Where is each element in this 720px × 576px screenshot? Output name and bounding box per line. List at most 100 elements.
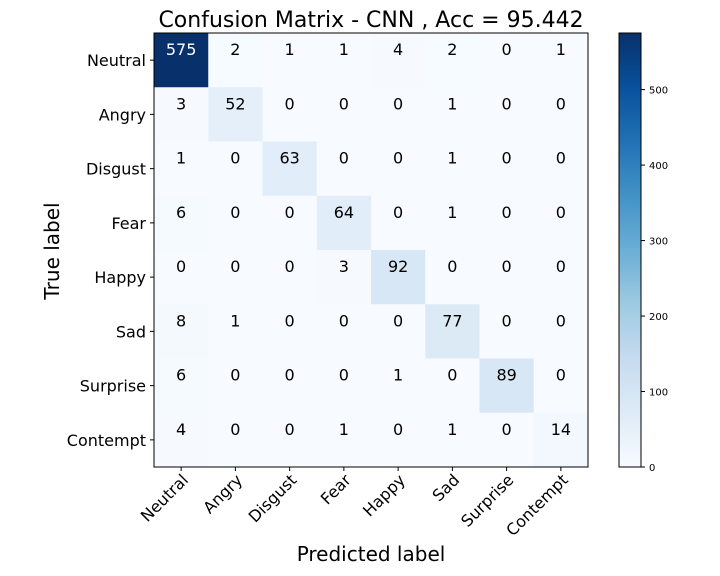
- cell-value-label: 6: [176, 203, 186, 222]
- matrix-cell: [154, 412, 209, 468]
- cell-value-label: 8: [176, 311, 186, 330]
- cell-value-label: 89: [496, 366, 516, 385]
- cell-value-label: 0: [393, 94, 403, 113]
- matrix-cell: [479, 412, 535, 468]
- y-tick-label: Contempt: [67, 431, 146, 450]
- colorbar-tick-label: 400: [649, 161, 668, 172]
- matrix-cell: [425, 304, 480, 359]
- cell-value-label: 77: [442, 311, 462, 330]
- matrix-cell: [208, 87, 263, 142]
- cell-value-label: 3: [339, 257, 349, 276]
- y-axis-label: True label: [40, 202, 64, 300]
- cell-value-label: 0: [502, 149, 512, 168]
- cell-value-label: 0: [556, 203, 566, 222]
- plot-frame: [153, 32, 589, 468]
- matrix-cell: [316, 358, 372, 414]
- matrix-cell: [425, 195, 480, 251]
- matrix-cell: [533, 87, 589, 142]
- matrix-cell: [208, 33, 263, 88]
- matrix-cell: [154, 250, 209, 305]
- matrix-cell: [316, 87, 372, 142]
- matrix-cell: [262, 250, 318, 305]
- matrix-cell: [316, 412, 372, 468]
- matrix-cell: [425, 412, 480, 468]
- cell-value-label: 0: [285, 94, 295, 113]
- matrix-cell: [262, 358, 318, 414]
- matrix-cell: [208, 358, 263, 414]
- y-tick-label: Surprise: [80, 377, 146, 396]
- matrix-cell: [533, 33, 589, 88]
- matrix-cell: [154, 304, 209, 359]
- matrix-cell: [154, 141, 209, 197]
- cell-value-label: 63: [279, 149, 299, 168]
- cell-value-label: 0: [285, 366, 295, 385]
- matrix-cell: [371, 304, 426, 359]
- y-tick-label: Fear: [111, 214, 146, 233]
- cell-value-label: 575: [166, 40, 197, 59]
- matrix-cell: [479, 141, 535, 197]
- matrix-cell: [533, 195, 589, 251]
- cell-value-label: 0: [393, 203, 403, 222]
- cell-value-label: 0: [176, 257, 186, 276]
- cell-value-label: 6: [176, 366, 186, 385]
- matrix-cell: [425, 250, 480, 305]
- cell-value-label: 0: [502, 257, 512, 276]
- cell-value-label: 0: [339, 366, 349, 385]
- cell-value-label: 0: [285, 420, 295, 439]
- matrix-cell: [316, 141, 372, 197]
- cell-value-label: 0: [285, 257, 295, 276]
- matrix-cell: [316, 304, 372, 359]
- cell-value-label: 0: [393, 311, 403, 330]
- matrix-cell: [425, 33, 480, 88]
- x-tick-label: Disgust: [245, 470, 301, 526]
- matrix-cell: [208, 141, 263, 197]
- cell-value-label: 0: [556, 149, 566, 168]
- cell-value-label: 0: [339, 94, 349, 113]
- matrix-cell: [262, 33, 318, 88]
- y-tick-label: Happy: [94, 268, 146, 287]
- cell-value-label: 1: [447, 94, 457, 113]
- cell-value-label: 1: [339, 40, 349, 59]
- matrix-cell: [479, 250, 535, 305]
- matrix-cell: [208, 412, 263, 468]
- matrix-cell: [371, 358, 426, 414]
- matrix-cell: [371, 195, 426, 251]
- cell-value-label: 0: [502, 203, 512, 222]
- cell-value-label: 1: [447, 203, 457, 222]
- matrix-cell: [208, 195, 263, 251]
- matrix-cells: 575 2 1 1 4 2 0 13 52 0 0 0 1 0 01 0 63 0 0 1 0 06 0 0 64 0 1 0 00 0 0…: [154, 33, 589, 468]
- chart-title: Confusion Matrix - CNN , Acc = 95.442: [158, 8, 583, 33]
- cell-value-label: 0: [556, 366, 566, 385]
- matrix-cell: [154, 195, 209, 251]
- colorbar-tick-label: 500: [649, 86, 668, 97]
- cell-value-label: 4: [176, 420, 186, 439]
- cell-value-label: 0: [556, 94, 566, 113]
- matrix-cell: [154, 33, 209, 88]
- matrix-cell: [371, 250, 426, 305]
- x-tick-label: Neutral: [137, 470, 192, 525]
- matrix-cell: [371, 412, 426, 468]
- matrix-cell: [154, 358, 209, 414]
- cell-value-label: 64: [334, 203, 354, 222]
- matrix-cell: [371, 141, 426, 197]
- cell-value-label: 0: [393, 420, 403, 439]
- colorbar: [618, 32, 642, 468]
- colorbar-tick-label: 200: [649, 312, 668, 323]
- matrix-cell: [262, 141, 318, 197]
- matrix-cell: [154, 87, 209, 142]
- matrix-cell: [208, 304, 263, 359]
- matrix-cell: [371, 33, 426, 88]
- cell-value-label: 1: [230, 311, 240, 330]
- cell-value-label: 4: [393, 40, 403, 59]
- matrix-cell: [262, 87, 318, 142]
- x-tick-label: Angry: [199, 470, 246, 517]
- colorbar-ticks: 0 100 200 300 400 500: [641, 86, 668, 474]
- cell-value-label: 1: [339, 420, 349, 439]
- cell-value-label: 92: [388, 257, 408, 276]
- matrix-cell: [479, 33, 535, 88]
- matrix-cell: [533, 412, 589, 468]
- cell-value-label: 0: [502, 311, 512, 330]
- cell-value-label: 1: [176, 149, 186, 168]
